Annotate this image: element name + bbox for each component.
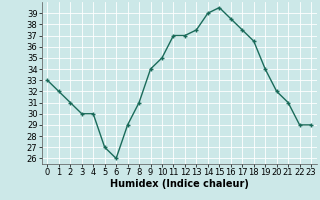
X-axis label: Humidex (Indice chaleur): Humidex (Indice chaleur) bbox=[110, 179, 249, 189]
